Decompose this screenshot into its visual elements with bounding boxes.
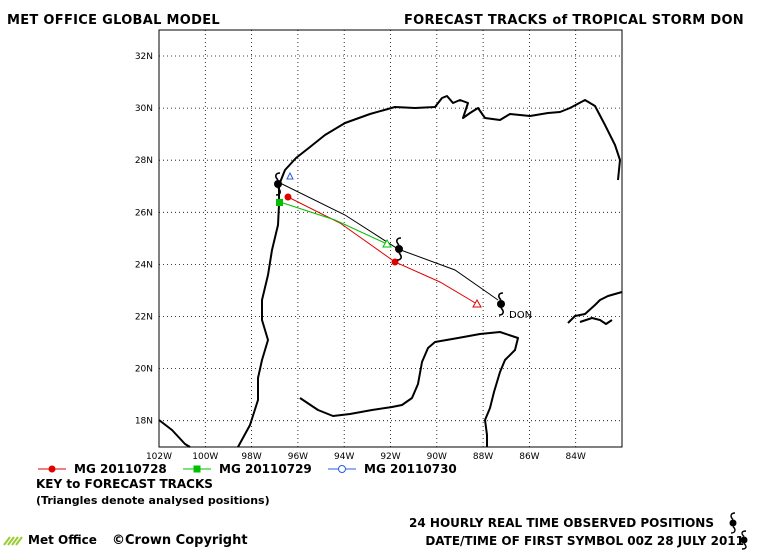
longitude-label: 100W <box>192 452 218 462</box>
track-20110729-analysed-triangle <box>382 238 392 248</box>
longitude-label: 86W <box>519 452 539 462</box>
cuba-coast <box>567 291 623 324</box>
legend-swatch-blue <box>328 465 356 473</box>
cuba-coast-south <box>579 317 613 325</box>
longitude-label: 98W <box>241 452 261 462</box>
latitude-label: 24N <box>135 260 153 270</box>
latitude-labels: 32N 30N 28N 26N 24N 22N 20N 18N <box>135 52 153 427</box>
track-20110728-point <box>284 193 292 201</box>
met-office-logo-mark <box>3 536 23 546</box>
track-20110729-point <box>276 199 283 206</box>
longitude-label: 84W <box>566 452 586 462</box>
longitude-label: 92W <box>380 452 400 462</box>
legend-label: MG 20110728 <box>74 462 167 476</box>
yucatan-coast <box>299 331 519 447</box>
track-20110730-analysed-triangle <box>286 171 294 180</box>
observed-positions-caption: 24 HOURLY REAL TIME OBSERVED POSITIONS <box>409 516 714 530</box>
met-office-logo: Met Office <box>2 533 97 547</box>
copyright-text: Crown Copyright <box>125 533 248 548</box>
latitude-label: 20N <box>135 365 153 375</box>
storm-symbol <box>395 237 403 261</box>
copyright-icon: © <box>112 533 125 548</box>
forecast-title: FORECAST TRACKS of TROPICAL STORM DON <box>403 13 744 28</box>
track-20110728-analysed-triangle <box>472 298 482 308</box>
track-20110729 <box>279 201 388 245</box>
longitude-label: 102W <box>146 452 172 462</box>
storm-name-label: DON <box>509 310 532 321</box>
storm-symbol-icon <box>740 530 748 550</box>
first-symbol-datetime: DATE/TIME OF FIRST SYMBOL 00Z 28 JULY 20… <box>425 534 744 548</box>
track-20110728-point <box>391 258 399 266</box>
legend-item-20110729: MG 20110729 <box>181 462 312 476</box>
latitude-label: 30N <box>135 104 153 114</box>
latitude-label: 18N <box>135 417 153 427</box>
legend-label: MG 20110729 <box>219 462 312 476</box>
logo-text: Met Office <box>28 533 97 547</box>
coastline <box>158 95 623 448</box>
longitude-label: 90W <box>427 452 447 462</box>
legend-label: MG 20110730 <box>364 462 457 476</box>
graticule <box>159 30 622 447</box>
mexico-texas-coast <box>237 95 621 448</box>
storm-symbol <box>274 172 282 196</box>
longitude-label: 94W <box>334 452 354 462</box>
copyright-notice: ©Crown Copyright <box>112 533 248 548</box>
legend-item-20110730: MG 20110730 <box>326 462 457 476</box>
gulf-coast-west <box>158 419 191 448</box>
longitude-label: 96W <box>288 452 308 462</box>
legend-item-20110728: MG 20110728 <box>36 462 167 476</box>
longitude-label: 88W <box>473 452 493 462</box>
latitude-label: 32N <box>135 52 153 62</box>
legend-swatch-green <box>183 465 211 473</box>
key-note: (Triangles denote analysed positions) <box>36 494 270 507</box>
legend-swatch-red <box>38 465 66 473</box>
latitude-label: 22N <box>135 313 153 323</box>
storm-symbol <box>497 292 505 316</box>
latitude-label: 26N <box>135 208 153 218</box>
model-title: MET OFFICE GLOBAL MODEL <box>7 13 220 28</box>
key-title: KEY to FORECAST TRACKS <box>36 477 213 491</box>
latitude-label: 28N <box>135 156 153 166</box>
longitude-labels: 102W 100W 98W 96W 94W 92W 90W 88W 86W 84W <box>146 452 586 462</box>
storm-symbol-icon <box>729 512 737 534</box>
